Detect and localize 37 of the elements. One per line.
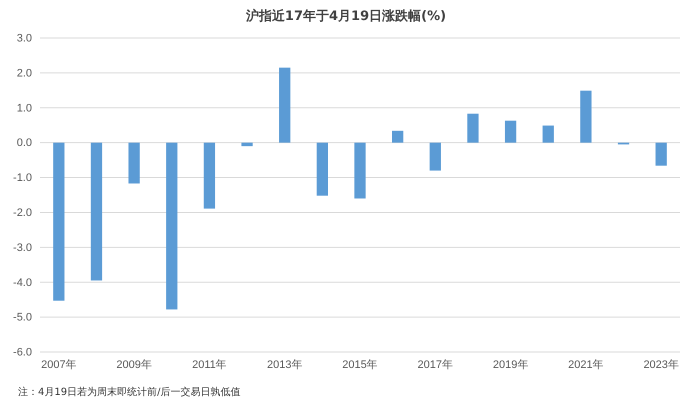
bar bbox=[430, 142, 441, 171]
y-tick-label: -5.0 bbox=[13, 312, 32, 324]
bar bbox=[166, 142, 178, 310]
x-tick-label: 2007年 bbox=[41, 358, 77, 371]
bar bbox=[467, 114, 479, 143]
x-tick-label: 2015年 bbox=[342, 358, 378, 371]
y-tick-label: 1.0 bbox=[16, 102, 32, 114]
x-tick-label: 2023年 bbox=[643, 358, 679, 371]
bar bbox=[279, 68, 290, 143]
y-tick-label: -1.0 bbox=[13, 172, 32, 184]
y-tick-label: 2.0 bbox=[16, 67, 32, 80]
x-tick-label: 2019年 bbox=[492, 358, 528, 371]
bar bbox=[128, 142, 140, 184]
y-tick-label: -2.0 bbox=[13, 206, 32, 219]
bar bbox=[542, 126, 554, 143]
bar bbox=[504, 120, 516, 143]
x-tick-label: 2017年 bbox=[418, 358, 454, 371]
y-tick-label: 3.0 bbox=[16, 32, 32, 45]
bar bbox=[204, 142, 216, 209]
bar bbox=[90, 142, 102, 280]
bar bbox=[656, 142, 667, 166]
y-tick-label: -6.0 bbox=[13, 346, 32, 359]
x-tick-label: 2009年 bbox=[116, 358, 152, 371]
bar bbox=[53, 142, 64, 301]
bar bbox=[241, 142, 253, 146]
x-tick-label: 2021年 bbox=[568, 358, 604, 371]
bar bbox=[580, 90, 592, 143]
x-tick-label: 2013年 bbox=[266, 358, 302, 371]
bar bbox=[354, 142, 366, 198]
x-tick-label: 2011年 bbox=[192, 358, 227, 371]
chart-title: 沪指近17年于4月19日涨跌幅(%) bbox=[244, 8, 446, 24]
y-tick-label: -3.0 bbox=[13, 242, 32, 254]
y-tick-label: -4.0 bbox=[13, 276, 32, 289]
y-tick-label: 0.0 bbox=[16, 137, 32, 150]
bar bbox=[392, 130, 404, 143]
text: 注：4月19日若为周末即统计前/后一交易日孰低值 bbox=[18, 386, 240, 398]
bar bbox=[316, 142, 328, 196]
